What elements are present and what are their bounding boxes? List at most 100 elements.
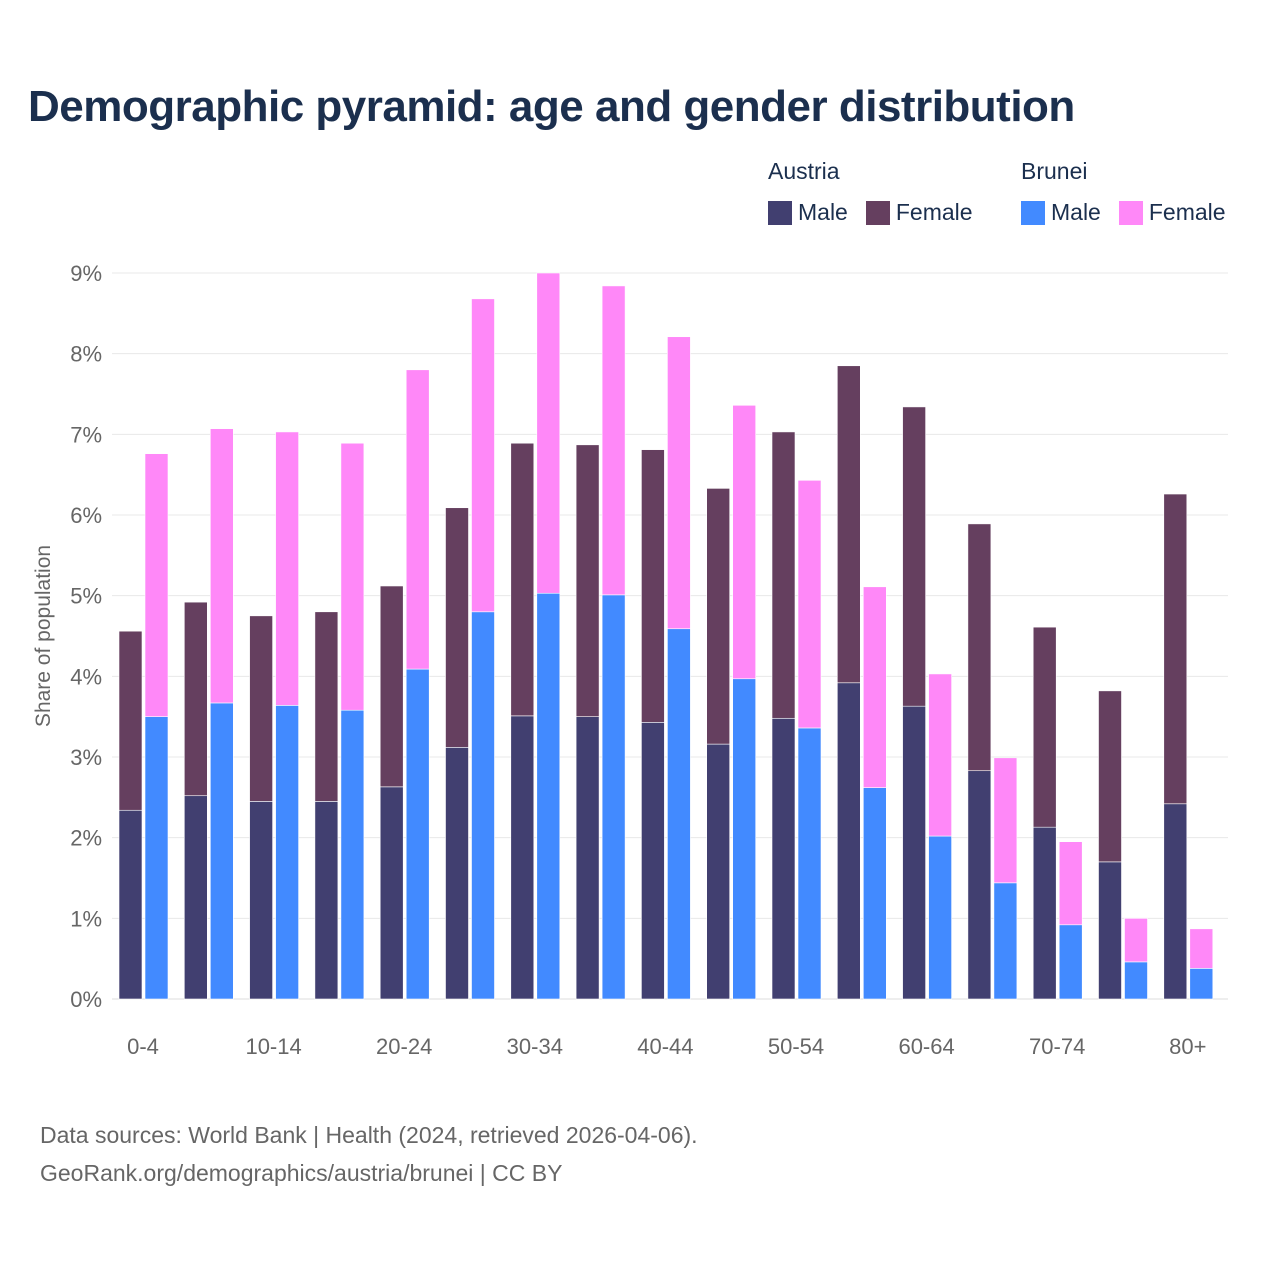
y-tick-label: 3%: [70, 745, 102, 770]
legend-brunei: Brunei Male Female: [1021, 158, 1226, 226]
legend-label: Female: [895, 199, 973, 225]
bar-brunei-female-60-64: [928, 673, 952, 837]
y-tick-label: 4%: [70, 664, 102, 689]
y-tick-label: 1%: [70, 906, 102, 931]
bar-austria-female-20-24: [379, 585, 404, 788]
bar-austria-male-60-64: [902, 705, 926, 1000]
x-tick-label: 70-74: [1029, 1034, 1085, 1059]
bar-austria-female-50-54: [771, 431, 796, 719]
legend-austria: Austria Male Female: [768, 158, 991, 226]
x-tick-label: 10-14: [245, 1034, 301, 1059]
bar-austria-female-35-39: [575, 444, 600, 717]
bar-brunei-male-0-4: [144, 716, 169, 1000]
bar-brunei-female-35-39: [601, 285, 626, 596]
bar-austria-female-40-44: [641, 449, 665, 723]
bar-austria-female-80+: [1163, 493, 1188, 805]
legend-item-austria-male[interactable]: Male: [768, 199, 848, 226]
bar-austria-male-0-4: [118, 809, 143, 1000]
bar-brunei-male-15-19: [340, 709, 365, 1000]
y-tick-label: 7%: [70, 422, 102, 447]
bar-brunei-female-30-34: [536, 272, 561, 594]
legend-swatch: [865, 200, 890, 225]
bar-austria-male-65-69: [967, 770, 992, 1000]
bar-brunei-female-15-19: [340, 442, 365, 711]
bar-austria-female-5-9: [184, 601, 208, 797]
legend-item-austria-female[interactable]: Female: [865, 199, 973, 226]
bar-austria-female-15-19: [314, 611, 339, 802]
legend-label: Male: [1051, 199, 1101, 225]
bar-austria-male-10-14: [249, 801, 273, 1000]
bar-brunei-male-5-9: [210, 702, 234, 1000]
bar-austria-female-25-29: [445, 507, 469, 748]
footer-sources: Data sources: World Bank | Health (2024,…: [40, 1122, 698, 1148]
legend-item-brunei-female[interactable]: Female: [1118, 199, 1226, 226]
y-tick-label: 0%: [70, 987, 102, 1012]
bar-brunei-male-45-49: [732, 678, 757, 1000]
bar-austria-female-30-34: [510, 442, 535, 717]
x-tick-label: 80+: [1169, 1034, 1206, 1059]
bar-austria-male-40-44: [641, 722, 665, 1000]
x-tick-label: 40-44: [637, 1034, 693, 1059]
bar-austria-male-80+: [1163, 803, 1188, 1000]
bar-austria-female-0-4: [118, 630, 143, 811]
bar-brunei-female-55-59: [862, 586, 887, 788]
bar-brunei-female-5-9: [210, 428, 234, 704]
bar-brunei-female-25-29: [471, 298, 495, 613]
bar-brunei-male-80+: [1189, 968, 1214, 1000]
bar-austria-male-25-29: [445, 747, 469, 1000]
bar-austria-male-50-54: [771, 717, 796, 1000]
y-axis-label: Share of population: [32, 545, 55, 727]
bar-brunei-female-20-24: [405, 369, 430, 670]
y-tick-label: 8%: [70, 342, 102, 367]
footer-link[interactable]: GeoRank.org/demographics/austria/brunei …: [40, 1160, 563, 1186]
y-tick-label: 2%: [70, 826, 102, 851]
bar-brunei-female-65-69: [993, 757, 1018, 884]
bar-brunei-male-55-59: [862, 787, 887, 1000]
bar-brunei-male-40-44: [667, 628, 691, 1000]
bar-austria-female-65-69: [967, 523, 992, 772]
bar-brunei-female-45-49: [732, 404, 757, 680]
legend-group-title: Austria: [768, 158, 840, 184]
bar-austria-female-60-64: [902, 406, 926, 707]
bar-brunei-male-65-69: [993, 882, 1018, 1000]
legend-group-title: Brunei: [1021, 158, 1088, 184]
y-tick-label: 5%: [70, 584, 102, 609]
bar-austria-male-35-39: [575, 716, 600, 1000]
bar-brunei-male-50-54: [797, 727, 822, 1000]
legend-label: Female: [1148, 199, 1226, 225]
bar-brunei-female-50-54: [797, 480, 822, 729]
y-tick-label: 6%: [70, 503, 102, 528]
bar-brunei-male-20-24: [405, 668, 430, 1000]
bar-austria-female-75-79: [1098, 690, 1122, 863]
legend-swatch: [768, 200, 792, 225]
bar-austria-male-30-34: [510, 715, 535, 1000]
bar-brunei-male-25-29: [471, 611, 495, 1000]
legend-swatch: [1021, 200, 1045, 225]
bar-austria-male-75-79: [1098, 861, 1122, 1000]
bar-austria-male-70-74: [1032, 826, 1057, 1000]
bar-austria-male-45-49: [706, 743, 731, 1000]
bar-brunei-female-75-79: [1124, 918, 1148, 963]
bar-austria-male-5-9: [184, 795, 208, 1000]
legend-item-brunei-male[interactable]: Male: [1021, 199, 1101, 226]
bar-austria-female-45-49: [706, 488, 731, 745]
bar-austria-male-55-59: [836, 682, 861, 1000]
bar-austria-male-20-24: [379, 786, 404, 1000]
x-tick-label: 60-64: [898, 1034, 954, 1059]
y-tick-label: 9%: [70, 261, 102, 286]
bar-brunei-male-70-74: [1058, 924, 1083, 1000]
bar-brunei-female-80+: [1189, 928, 1214, 969]
bar-brunei-male-10-14: [275, 705, 299, 1000]
footer: Data sources: World Bank | Health (2024,…: [40, 1116, 698, 1192]
x-tick-label: 30-34: [507, 1034, 563, 1059]
bar-brunei-male-60-64: [928, 835, 952, 1000]
bar-brunei-male-35-39: [601, 594, 626, 1000]
legend-swatch: [1118, 200, 1143, 225]
bar-austria-female-10-14: [249, 615, 273, 802]
bar-brunei-female-70-74: [1058, 841, 1083, 926]
x-tick-label: 20-24: [376, 1034, 432, 1059]
bar-brunei-female-40-44: [667, 336, 691, 630]
bar-brunei-male-30-34: [536, 592, 561, 1000]
x-tick-label: 50-54: [768, 1034, 824, 1059]
bar-austria-male-15-19: [314, 801, 339, 1000]
